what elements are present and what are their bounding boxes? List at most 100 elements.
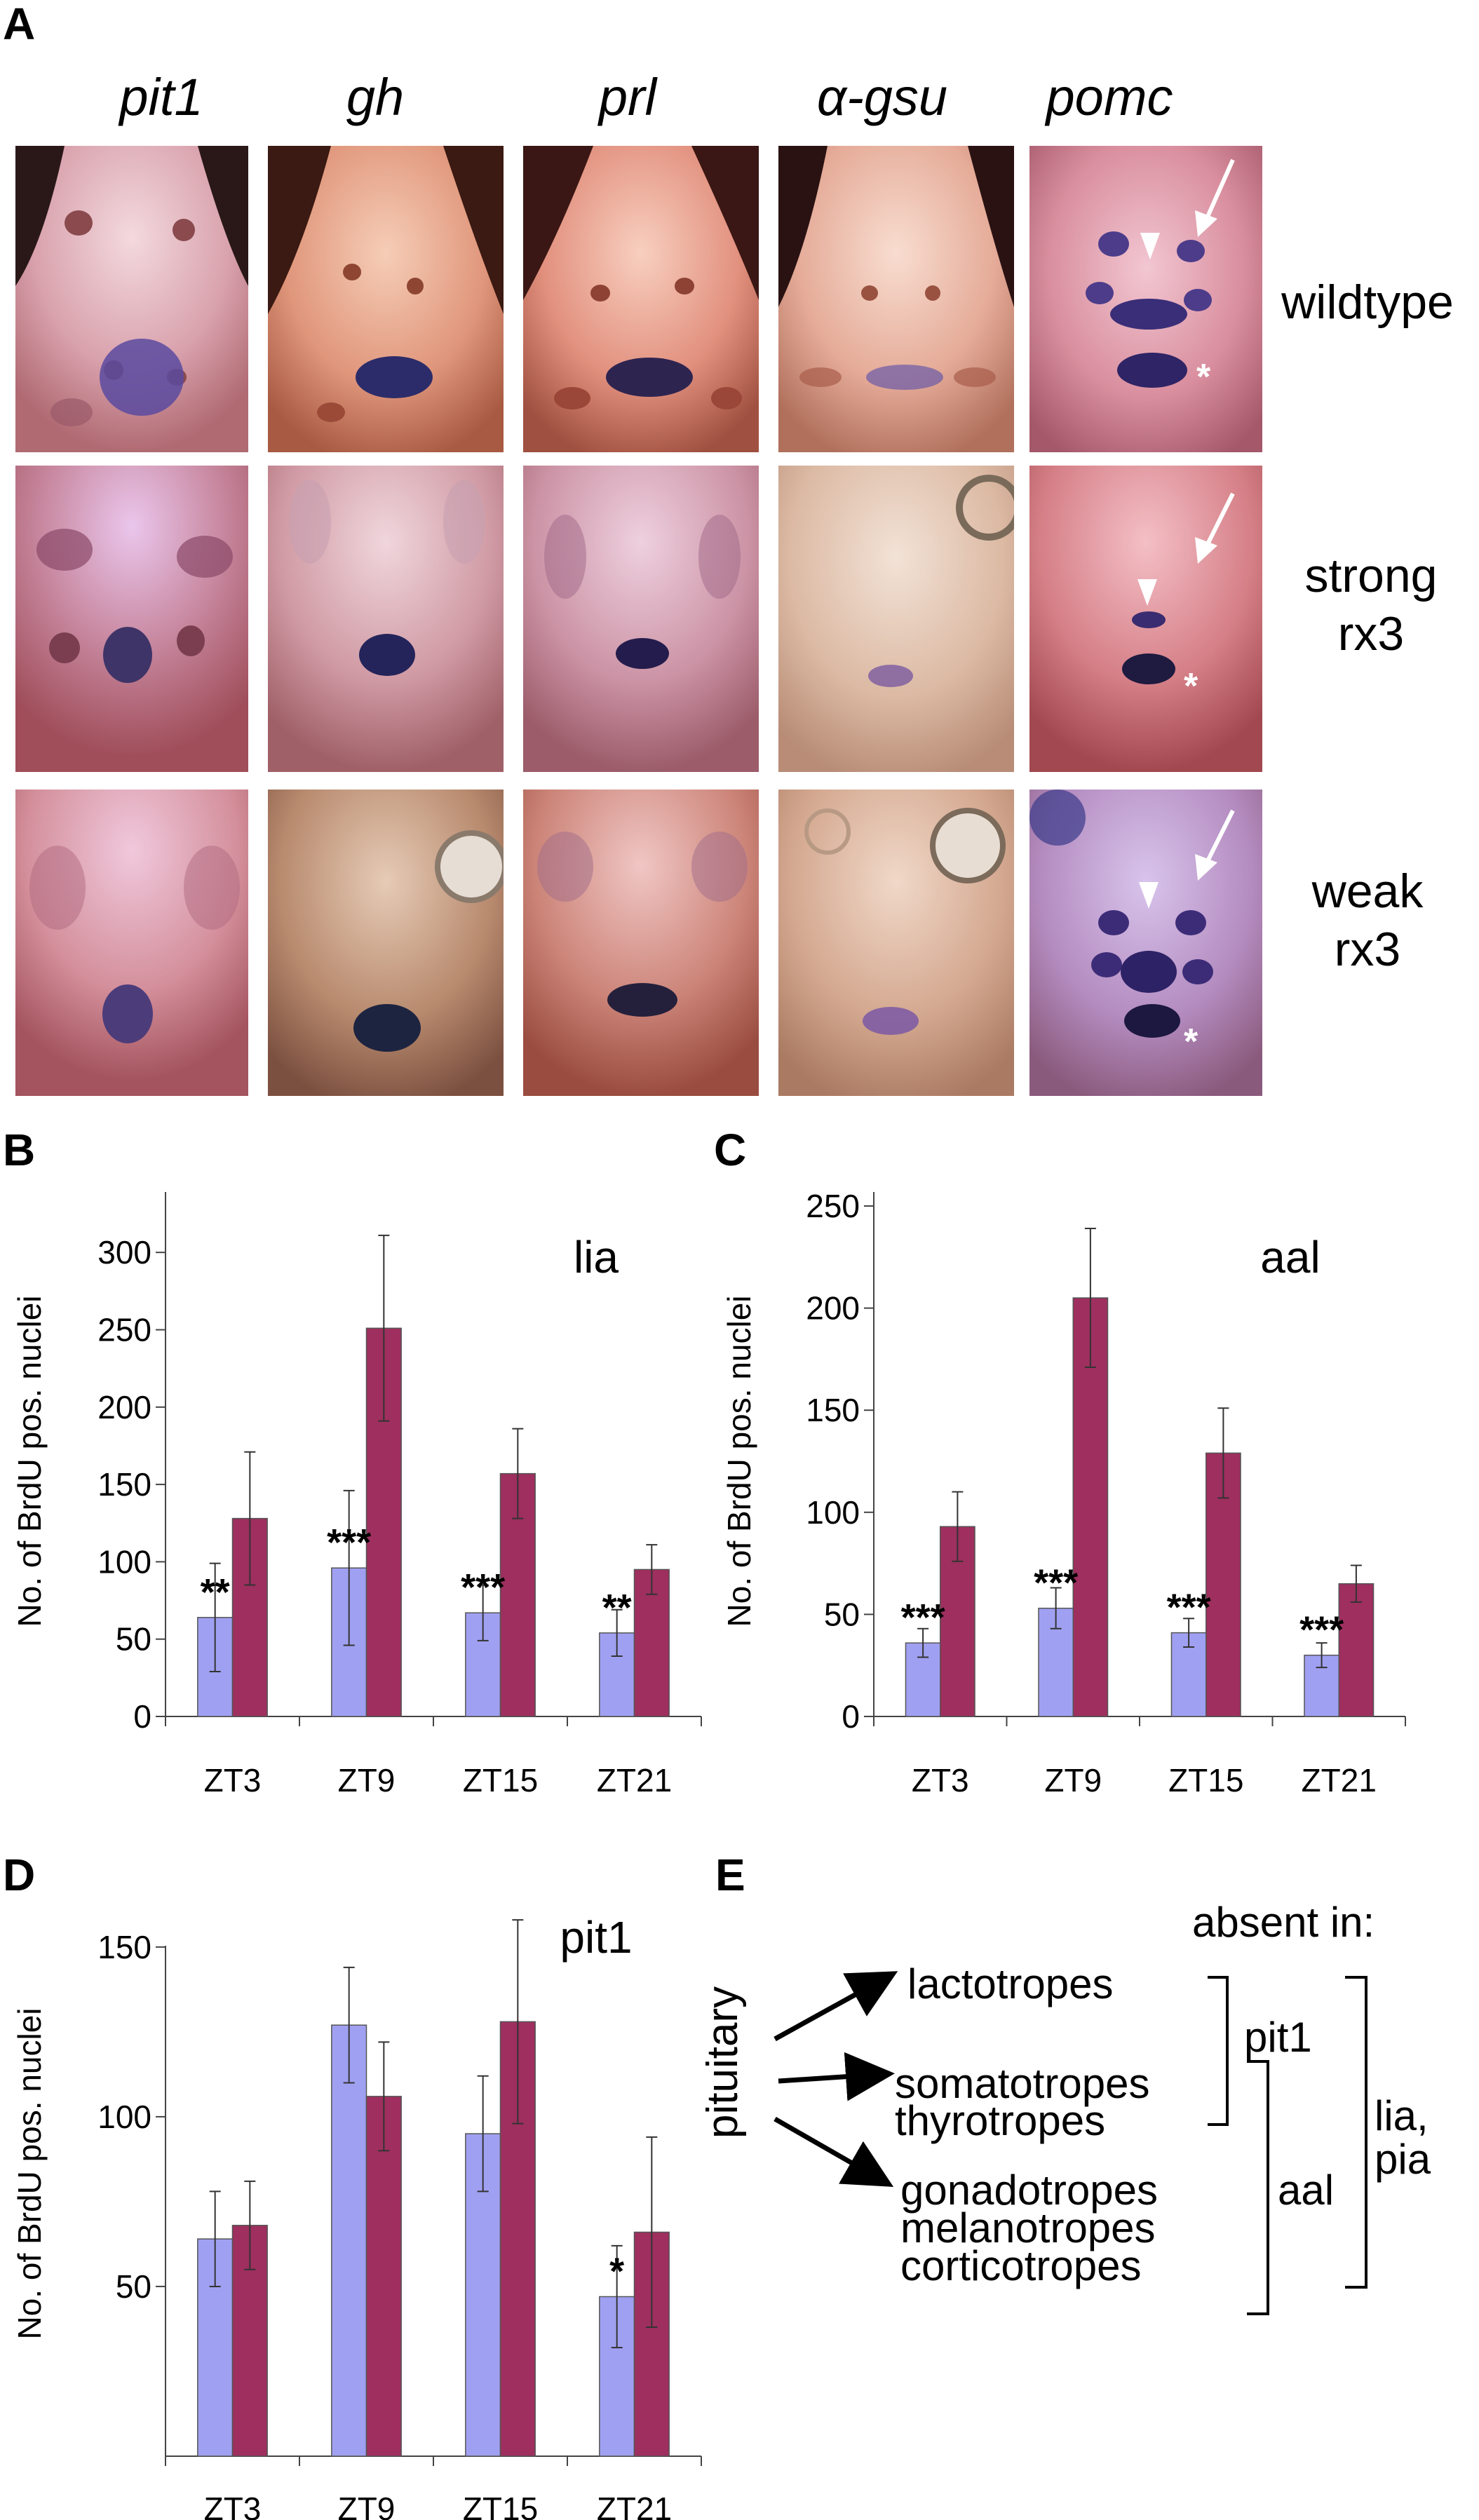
column-header-pit1: pit1 (119, 68, 203, 126)
micrograph-strong-rx3-pit1 (15, 466, 248, 772)
significance-marker: *** (1299, 1609, 1344, 1651)
significance-marker: ** (602, 1587, 632, 1629)
column-header-gh: gh (346, 68, 405, 126)
x-tick-label: ZT3 (912, 1762, 969, 1798)
panel-d-label: D (3, 1850, 36, 1900)
micrograph-wildtype-prl (523, 146, 759, 452)
chart-title: lia (574, 1232, 619, 1282)
row-label-weak-rx3: weak rx3 (1259, 862, 1476, 979)
panel-a-label: A (3, 0, 36, 49)
x-tick-label: ZT3 (204, 2491, 262, 2520)
arrow-to-gonadotropes (774, 2116, 894, 2187)
significance-marker: * (609, 2250, 624, 2292)
y-tick-label: 300 (97, 1234, 151, 1271)
x-tick-label: ZT3 (204, 1762, 262, 1798)
significance-marker: *** (1034, 1562, 1078, 1604)
y-tick-label: 250 (806, 1188, 860, 1224)
micrograph-weak-rx3-pit1 (15, 790, 248, 1096)
micrograph-strong-rx3-pomc: * (1029, 466, 1262, 772)
cell-type-lactotropes: lactotropes (907, 1960, 1114, 2007)
absent-in-header: absent in: (1192, 1899, 1375, 1946)
cell-type-somatotropes: somatotropes (895, 2060, 1150, 2107)
micrograph-wildtype-gh (268, 146, 504, 452)
row-label-line2: rx3 (1334, 922, 1401, 976)
row-label-line1: wildtype (1281, 276, 1454, 329)
bracket-lia-pia (1345, 1976, 1367, 2289)
y-tick-label: 0 (842, 1698, 860, 1735)
y-tick-label: 50 (824, 1596, 860, 1632)
bracket-aal-line (1247, 2060, 1269, 2315)
y-tick-label: 250 (97, 1311, 151, 1348)
micrograph-weak-rx3-gh (268, 790, 504, 1096)
micrograph-weak-rx3-alpha-gsu (778, 790, 1014, 1096)
chart-title: pit1 (560, 1912, 632, 1963)
micrograph-weak-rx3-prl (523, 790, 759, 1096)
bracket-pit1 (1208, 1976, 1229, 2126)
y-tick-label: 150 (806, 1392, 860, 1428)
x-tick-label: ZT15 (1168, 1762, 1243, 1798)
bar-series-2 (1338, 1583, 1375, 1717)
chart-title: aal (1260, 1232, 1320, 1282)
significance-marker: ** (201, 1571, 230, 1613)
cell-type-thyrotropes: thyrotropes (895, 2097, 1106, 2144)
micrograph-wildtype-alpha-gsu (778, 146, 1014, 452)
micrograph-wildtype-pit1 (15, 146, 248, 452)
panel-e-label: E (715, 1850, 745, 1900)
column-header-alpha-gsu: α-gsu (816, 68, 948, 126)
row-label-line1: weak (1311, 865, 1424, 918)
y-tick-label: 150 (97, 1466, 151, 1503)
x-tick-label: ZT9 (1044, 1762, 1102, 1798)
x-tick-label: ZT15 (463, 1762, 538, 1798)
row-label-line2: rx3 (1337, 607, 1405, 661)
group-label-pia: pia (1375, 2136, 1431, 2183)
bar-series-2 (1072, 1297, 1109, 1717)
y-tick-label: 0 (133, 1698, 151, 1735)
bar-series-2 (365, 2096, 402, 2457)
y-tick-label: 100 (97, 2099, 151, 2135)
x-tick-label: ZT21 (597, 2491, 672, 2520)
significance-marker: *** (327, 1522, 371, 1564)
bar-series-1 (331, 2024, 367, 2457)
significance-marker: *** (901, 1597, 945, 1639)
micrograph-strong-rx3-gh (268, 466, 504, 772)
cell-type-gonadotropes: gonadotropes (900, 2167, 1158, 2214)
y-axis-label: No. of BrdU pos. nuclei (11, 1295, 48, 1627)
micrograph-wildtype-pomc: * (1029, 146, 1262, 452)
x-tick-label: ZT9 (338, 1762, 396, 1798)
y-tick-label: 150 (97, 1929, 151, 1965)
group-label-pit1: pit1 (1244, 2014, 1312, 2061)
y-axis-label: No. of BrdU pos. nuclei (11, 2007, 48, 2339)
row-label-line1: strong (1304, 549, 1438, 602)
micrograph-strong-rx3-alpha-gsu (778, 466, 1014, 772)
x-tick-label: ZT21 (1302, 1762, 1377, 1798)
y-tick-label: 200 (806, 1290, 860, 1327)
asterisk-marker: * (1196, 357, 1211, 398)
micrograph-strong-rx3-prl (523, 466, 759, 772)
panel-b-label: B (3, 1125, 36, 1175)
column-header-prl: prl (598, 68, 657, 126)
column-header-pomc: pomc (1046, 68, 1173, 126)
row-label-strong-rx3: strong rx3 (1262, 547, 1479, 663)
asterisk-marker: * (1184, 1022, 1198, 1062)
y-tick-label: 200 (97, 1389, 151, 1425)
significance-marker: *** (461, 1566, 505, 1608)
x-tick-label: ZT9 (338, 2491, 396, 2520)
y-tick-label: 50 (116, 2268, 151, 2305)
panel-c-label: C (714, 1125, 747, 1175)
y-axis-label: No. of BrdU pos. nuclei (721, 1295, 757, 1627)
y-tick-label: 100 (97, 1543, 151, 1580)
cell-type-corticotropes: corticotropes (900, 2242, 1142, 2289)
group-label-lia: lia, (1375, 2092, 1429, 2139)
y-tick-label: 50 (116, 1621, 151, 1658)
x-tick-label: ZT15 (463, 2491, 538, 2520)
group-label-aal: aal (1278, 2167, 1335, 2214)
micrograph-weak-rx3-pomc: * (1029, 790, 1262, 1096)
cell-type-melanotropes: melanotropes (900, 2204, 1156, 2251)
significance-marker: *** (1167, 1587, 1211, 1629)
x-tick-label: ZT21 (597, 1762, 672, 1798)
arrow-to-lactotropes (774, 1971, 898, 2042)
y-tick-label: 100 (806, 1494, 860, 1531)
arrow-to-somatotropes (778, 2052, 895, 2101)
